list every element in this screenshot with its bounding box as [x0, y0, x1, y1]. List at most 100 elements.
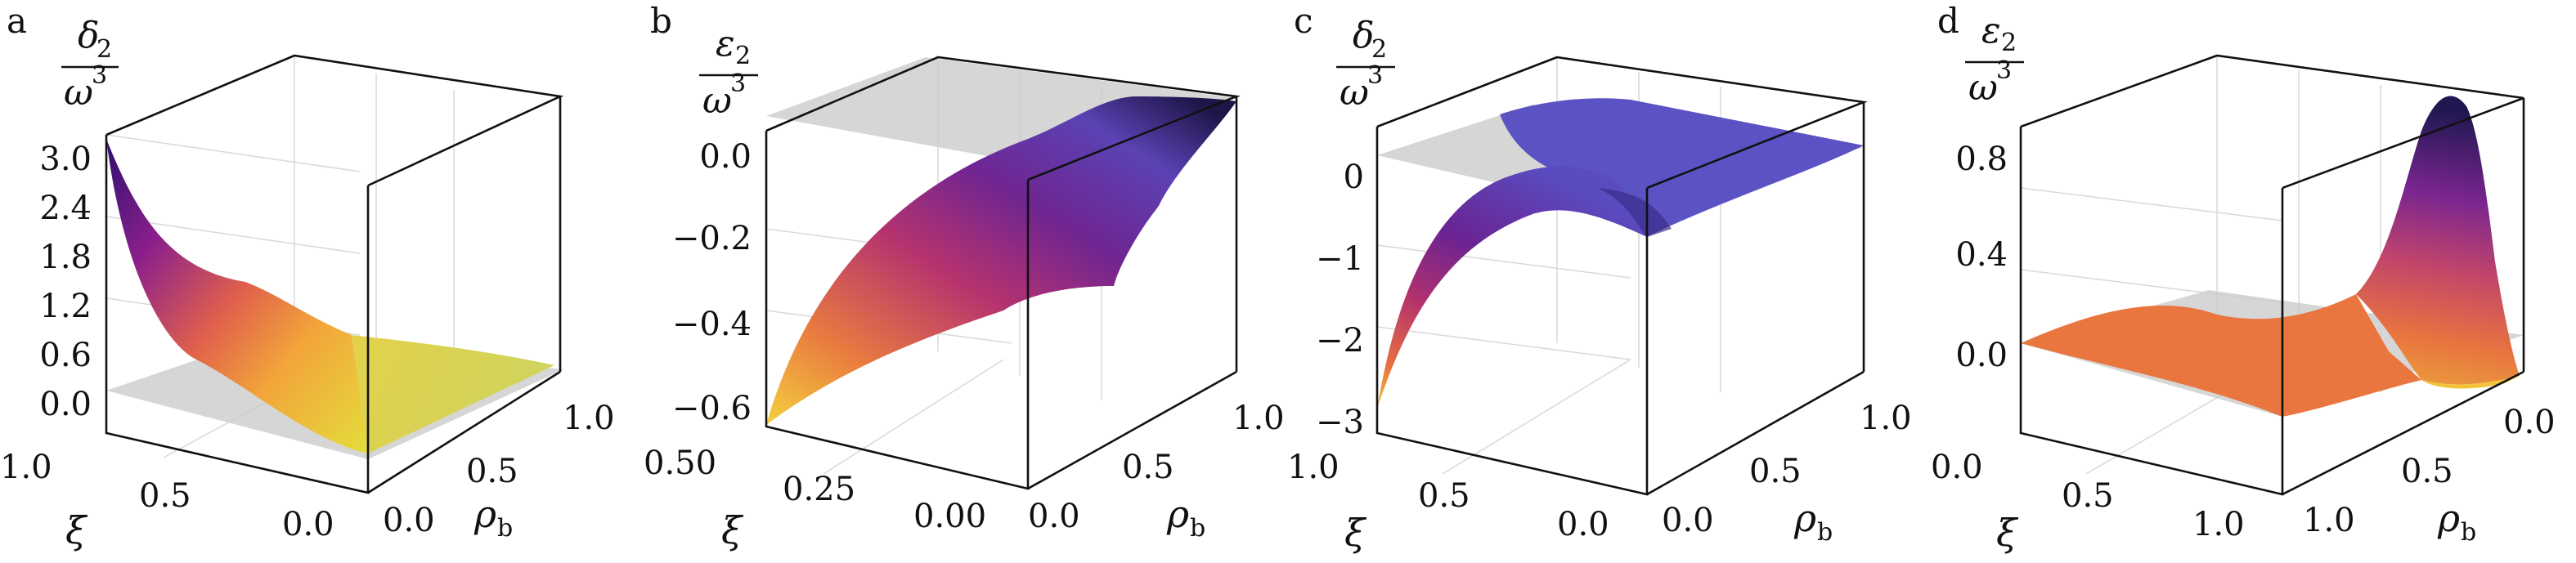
z-label-num-sub: 2: [1371, 35, 1387, 64]
y-tick: 1.0: [1860, 400, 1912, 437]
x-tick: 0.00: [913, 498, 986, 535]
panel-letter: b: [650, 1, 672, 41]
z-tick: 0.4: [1955, 236, 2008, 274]
y-tick: 0.5: [1749, 453, 1802, 490]
x-axis-label: ξ: [65, 508, 88, 552]
z-tick: 1.8: [39, 239, 92, 276]
reference-plane: [766, 57, 1236, 163]
y-tick: 0.0: [1662, 502, 1714, 539]
x-tick: 0.5: [2062, 477, 2114, 515]
z-label-den: ω: [702, 80, 732, 122]
y-axis-label: ρ b: [473, 492, 513, 543]
x-axis-label: ξ: [1344, 511, 1367, 555]
y-tick: 1.0: [563, 400, 615, 437]
z-label-den-sup: 3: [1996, 56, 2012, 85]
z-tick: −0.6: [672, 390, 752, 427]
panel-letter: d: [1937, 1, 1959, 41]
y-tick: 0.0: [1028, 498, 1080, 535]
panel-a-plot: a δ 2 ω 3 3.0 2.4 1.8 1.2 0.6 0.0 1.0 0.…: [0, 1, 615, 552]
z-tick: 1.2: [39, 288, 92, 325]
panel-letter: c: [1294, 1, 1313, 41]
z-tick: 0.8: [1955, 141, 2008, 178]
z-tick: −0.4: [672, 306, 752, 343]
z-tick: 2.4: [39, 190, 92, 227]
x-tick: 0.5: [139, 477, 191, 515]
surface: [1377, 166, 1647, 409]
x-tick: 0.5: [1418, 477, 1470, 515]
z-tick: 0.0: [39, 386, 92, 423]
y-ticks: 0.0 0.5 1.0: [383, 400, 615, 539]
panel-d: d ε 2 ω 3 0.8 0.4 0.0 0.0 0.5 1.0 ξ 1.0: [1931, 0, 2574, 563]
x-tick: 1.0: [0, 449, 52, 486]
panel-b-plot: b ε 2 ω 3 0.0 −0.2 −0.4 −0.6 0.50 0.25 0…: [644, 1, 1285, 552]
x-tick: 0.0: [1557, 506, 1609, 543]
panel-c: c δ 2 ω 3 0 −1 −2 −3 1.0 0.5 0.0 ξ 0.0: [1287, 0, 1931, 563]
panel-b: b ε 2 ω 3 0.0 −0.2 −0.4 −0.6 0.50 0.25 0…: [644, 0, 1287, 563]
z-axis-label: ε 2 ω 3: [1965, 10, 2024, 109]
z-label-den-sup: 3: [92, 61, 107, 90]
x-ticks: 0.0 0.5 1.0: [1931, 449, 2245, 543]
surface: [766, 96, 1236, 425]
y-ticks: 0.0 0.5 1.0: [1028, 400, 1285, 535]
y-axis-label: ρ b: [1793, 496, 1833, 547]
surface-flat: [352, 335, 554, 454]
svg-text:ρ: ρ: [2437, 496, 2460, 540]
axes-box: [1376, 56, 1868, 496]
svg-text:b: b: [497, 514, 513, 543]
svg-text:ρ: ρ: [1166, 492, 1189, 536]
y-axis-label: ρ b: [1166, 492, 1205, 543]
svg-text:ρ: ρ: [473, 492, 496, 536]
z-label-num: δ: [1353, 15, 1375, 56]
z-label-num: ε: [1981, 10, 2001, 51]
z-tick: −2: [1316, 322, 1364, 360]
surface: [106, 139, 368, 454]
panel-letter: a: [7, 1, 27, 41]
z-label-den-sup: 3: [730, 69, 746, 98]
y-tick: 0.0: [2503, 404, 2556, 441]
z-label-num-sub: 2: [735, 42, 751, 70]
axes-box: [105, 54, 564, 494]
y-tick: 0.5: [466, 453, 518, 490]
svg-text:ρ: ρ: [1793, 496, 1816, 540]
surface: [2356, 96, 2520, 385]
x-tick: 0.50: [644, 445, 716, 482]
y-tick: 0.0: [383, 502, 435, 539]
z-label-den: ω: [1968, 67, 1998, 109]
x-ticks: 1.0 0.5 0.0: [0, 449, 334, 543]
svg-text:b: b: [1190, 514, 1205, 543]
z-tick: −3: [1316, 404, 1364, 441]
z-tick: 0: [1344, 159, 1364, 196]
x-tick: 1.0: [1287, 449, 1340, 486]
z-tick: 0.6: [39, 337, 92, 374]
axes-box: [765, 56, 1241, 490]
x-axis-label: ξ: [721, 508, 744, 552]
z-label-den-sup: 3: [1367, 61, 1383, 90]
z-ticks: 3.0 2.4 1.8 1.2 0.6 0.0: [39, 141, 92, 423]
surface-flat: [1500, 98, 1864, 237]
x-ticks: 0.50 0.25 0.00: [644, 445, 986, 535]
grid: [2020, 56, 2381, 475]
z-label-num-sub: 2: [96, 35, 112, 64]
y-ticks: 1.0 0.5 0.0: [2303, 404, 2556, 539]
x-tick: 0.0: [282, 506, 334, 543]
x-tick: 1.0: [2192, 506, 2245, 543]
panel-d-plot: d ε 2 ω 3 0.8 0.4 0.0 0.0 0.5 1.0 ξ 1.0: [1931, 1, 2556, 555]
y-axis-label: ρ b: [2437, 496, 2476, 547]
z-tick: 0.0: [1955, 337, 2008, 374]
y-tick: 1.0: [1232, 400, 1285, 437]
svg-text:b: b: [1817, 518, 1833, 547]
z-label-den: ω: [1340, 72, 1369, 114]
axes-box: [2019, 54, 2525, 496]
z-ticks: 0 −1 −2 −3: [1316, 159, 1364, 441]
z-ticks: 0.0 −0.2 −0.4 −0.6: [672, 138, 752, 427]
z-label-num: ε: [716, 23, 735, 65]
z-tick: 0.0: [699, 138, 752, 176]
surface-flat: [2021, 294, 2421, 417]
y-tick: 1.0: [2303, 502, 2355, 539]
z-tick: −0.2: [672, 220, 752, 257]
z-tick: 3.0: [39, 141, 92, 178]
svg-text:b: b: [2461, 518, 2476, 547]
panel-c-plot: c δ 2 ω 3 0 −1 −2 −3 1.0 0.5 0.0 ξ 0.0: [1287, 1, 1912, 555]
y-tick: 0.5: [2401, 453, 2453, 490]
